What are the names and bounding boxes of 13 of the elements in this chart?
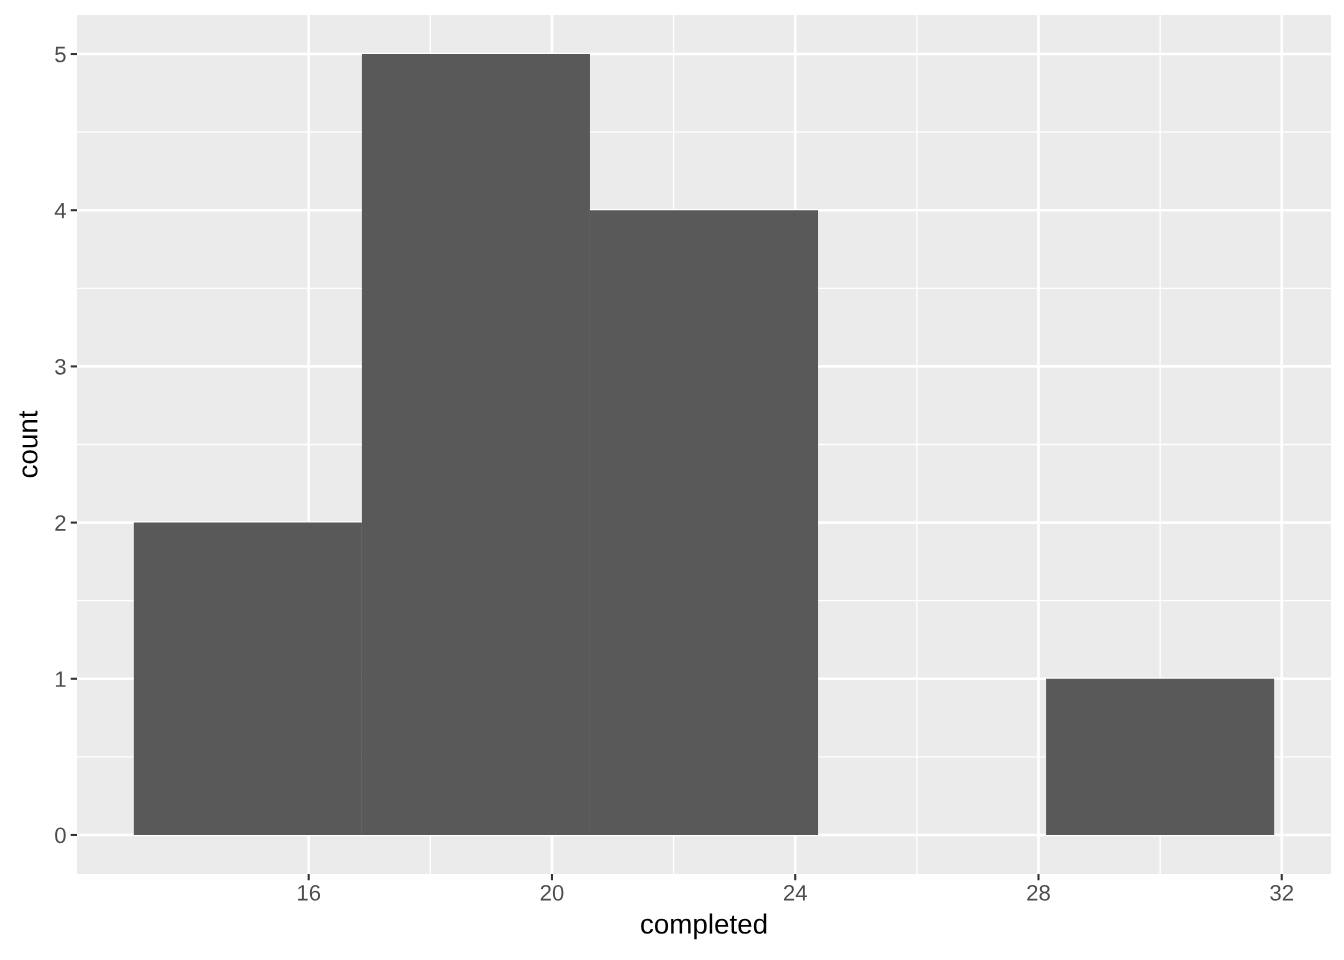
x-tick-label: 20 xyxy=(540,885,564,901)
y-tick-label: 4 xyxy=(54,202,66,219)
x-axis-title: completed xyxy=(641,913,767,940)
y-tick-label: 1 xyxy=(55,671,66,687)
x-tick-label: 24 xyxy=(783,885,807,901)
y-tick-label: 2 xyxy=(55,515,66,531)
y-tick-label: 0 xyxy=(55,827,66,844)
x-tick-label: 16 xyxy=(298,885,321,901)
y-tick-label: 5 xyxy=(55,46,66,63)
y-tick-label: 3 xyxy=(55,358,66,375)
x-tick-label: 28 xyxy=(1027,885,1050,901)
x-tick-label: 32 xyxy=(1270,885,1293,901)
y-axis-title: count xyxy=(19,410,38,478)
